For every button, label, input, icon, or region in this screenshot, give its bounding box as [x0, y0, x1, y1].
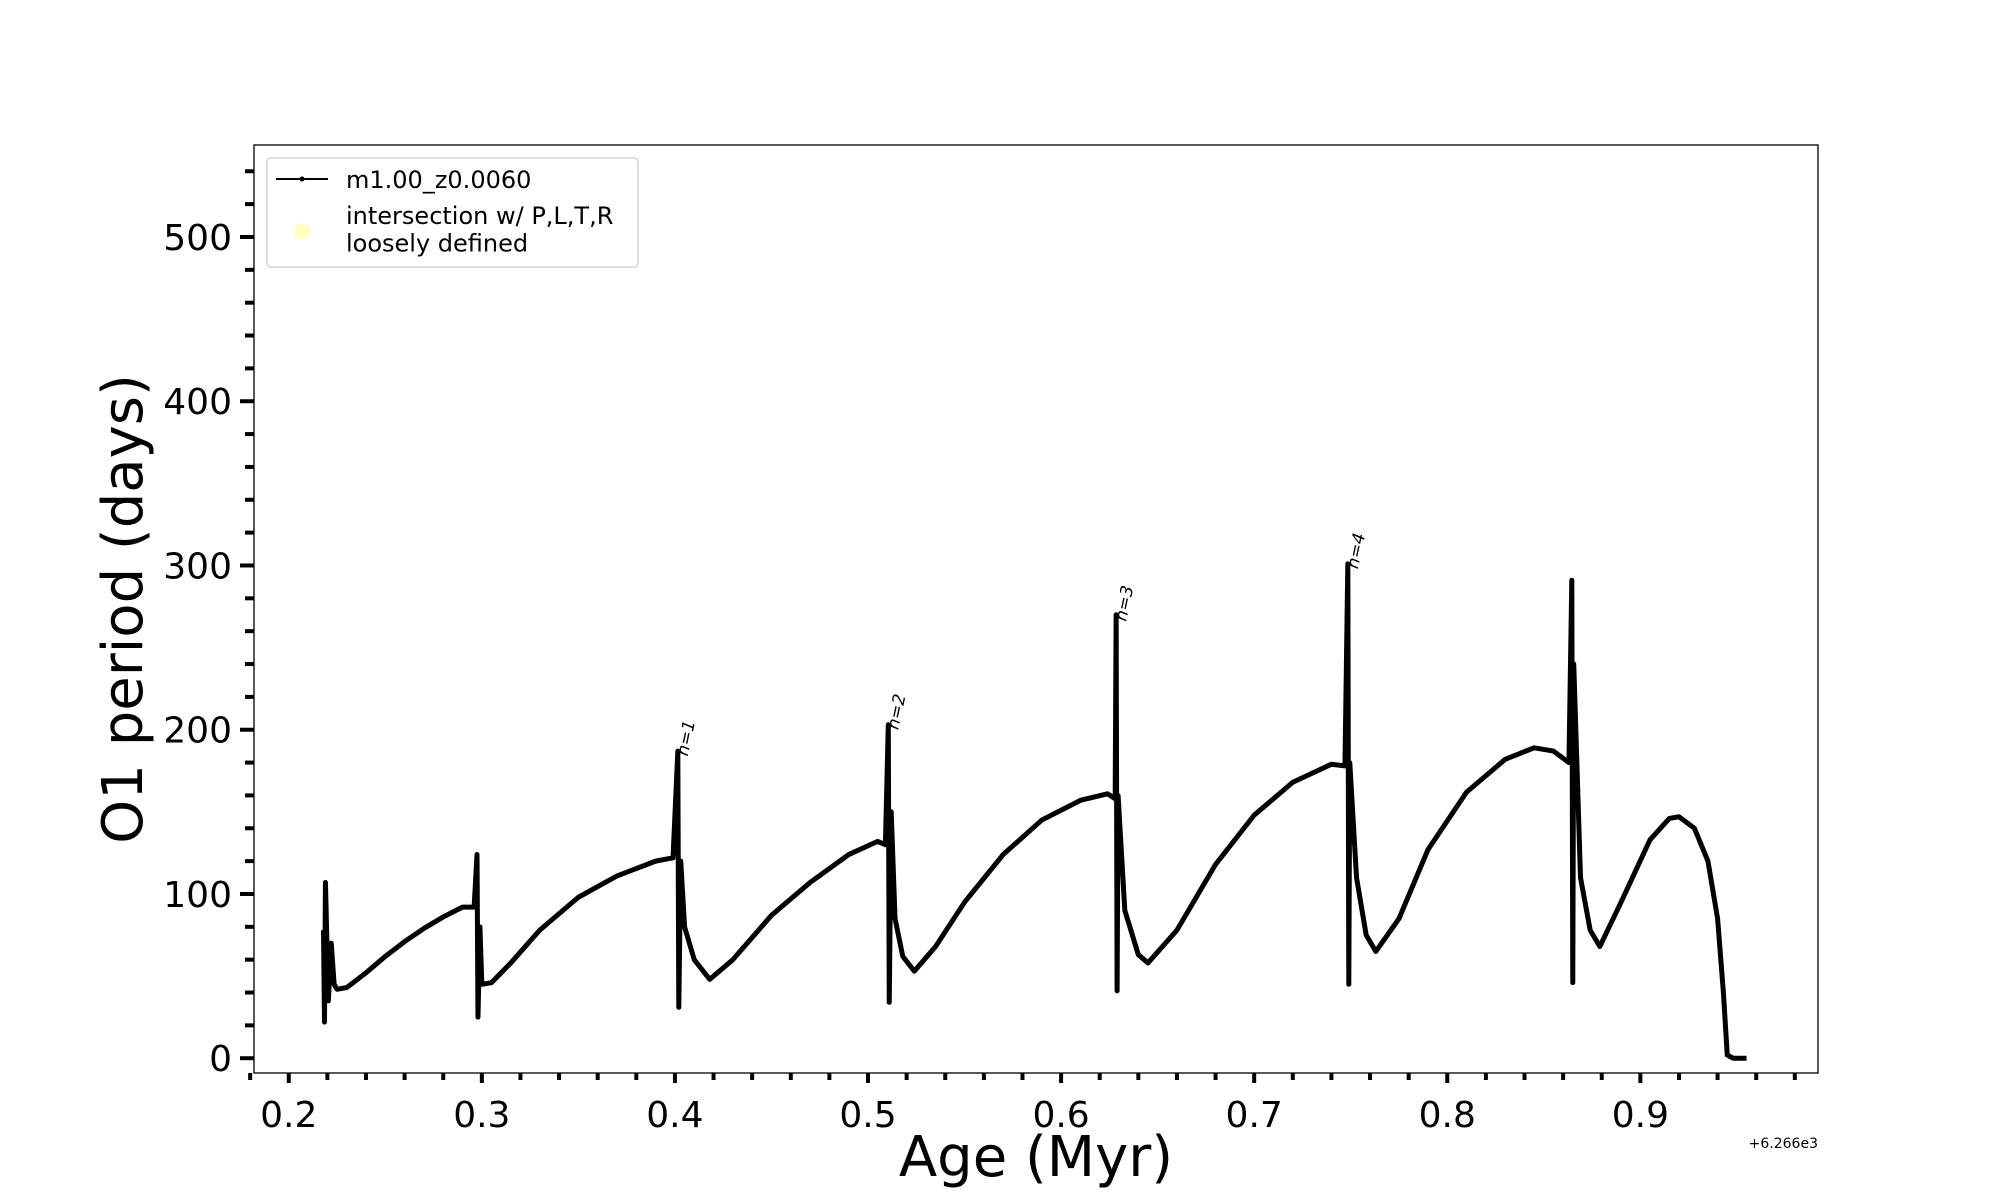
- y-axis-label: O1 period (days): [91, 374, 156, 844]
- x-tick-label: 0.2: [260, 1095, 317, 1136]
- legend-dot: [299, 176, 305, 182]
- y-tick-label: 500: [163, 218, 232, 259]
- y-tick-label: 400: [163, 382, 232, 423]
- x-tick-label: 0.9: [1612, 1095, 1669, 1136]
- x-tick-label: 0.7: [1226, 1095, 1283, 1136]
- y-tick-label: 300: [163, 546, 232, 587]
- x-offset-label: +6.266e3: [1749, 1136, 1818, 1152]
- x-tick-label: 0.6: [1032, 1095, 1089, 1136]
- legend-box: [266, 157, 639, 268]
- x-tick-label: 0.3: [453, 1095, 510, 1136]
- x-tick-label: 0.4: [646, 1095, 703, 1136]
- x-tick-label: 0.8: [1419, 1095, 1476, 1136]
- data-line: [321, 561, 1747, 1061]
- y-tick-label: 100: [163, 875, 232, 916]
- x-axis-label: Age (Myr): [899, 1125, 1173, 1190]
- plot-frame: [253, 144, 1819, 1074]
- legend-label: intersection w/ P,L,T,R loosely defined: [346, 202, 613, 258]
- x-tick-label: 0.5: [839, 1095, 896, 1136]
- y-tick-label: 0: [209, 1039, 232, 1080]
- y-tick-label: 200: [163, 711, 232, 752]
- legend-label: m1.00_z0.0060: [346, 166, 531, 194]
- legend-marker: [294, 223, 310, 239]
